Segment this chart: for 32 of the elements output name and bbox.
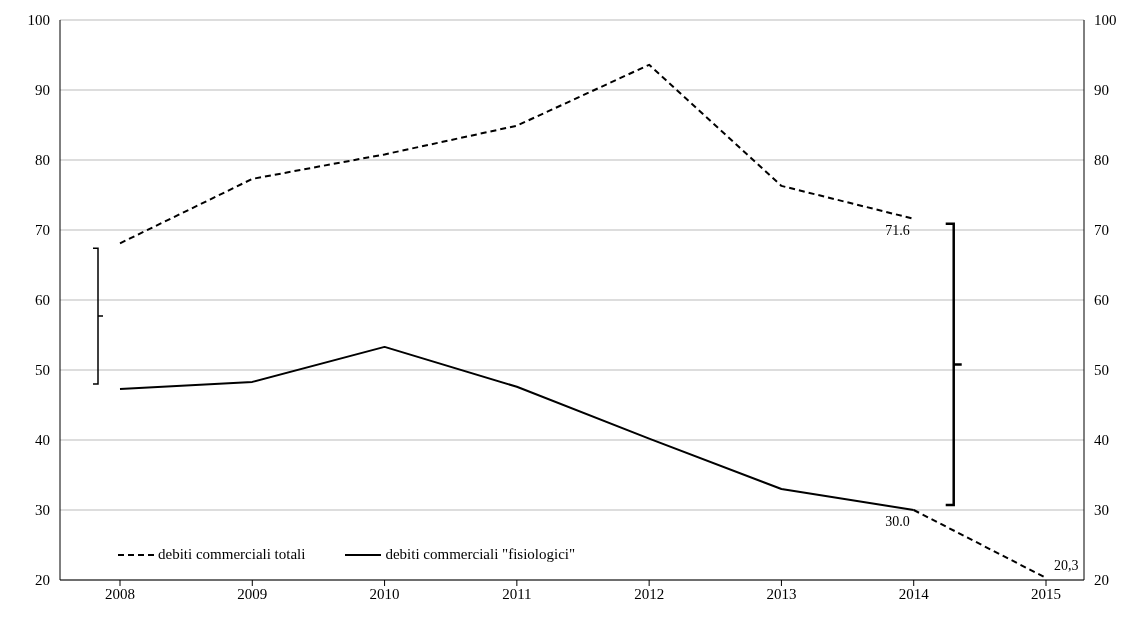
y2-tick-label: 60	[1094, 292, 1109, 309]
x-tick-label: 2012	[634, 585, 665, 602]
y-tick-label: 60	[35, 292, 50, 309]
x-tick-label: 2011	[502, 585, 532, 602]
x-tick-label: 2013	[766, 585, 797, 602]
y2-tick-label: 30	[1094, 502, 1109, 519]
x-tick-label: 2008	[105, 585, 135, 602]
x-tick-label: 2015	[1031, 585, 1061, 602]
y-tick-label: 30	[35, 502, 50, 519]
y-tick-label: 50	[35, 362, 50, 379]
y-tick-label: 20	[35, 572, 50, 589]
data-label: 30.0	[885, 514, 910, 529]
y2-tick-label: 70	[1094, 222, 1109, 239]
x-tick-label: 2009	[237, 585, 268, 602]
y-tick-label: 90	[35, 82, 50, 99]
y2-tick-label: 40	[1094, 432, 1109, 449]
legend-label: debiti commerciali totali	[158, 546, 306, 563]
x-tick-label: 2010	[369, 585, 400, 602]
x-tick-label: 2014	[898, 585, 930, 602]
y-tick-label: 80	[35, 152, 50, 169]
y-tick-label: 70	[35, 222, 50, 239]
y2-tick-label: 20	[1094, 572, 1109, 589]
data-label: 71.6	[885, 222, 910, 238]
y-tick-label: 100	[27, 12, 50, 29]
y2-tick-label: 100	[1094, 12, 1117, 29]
y2-tick-label: 50	[1094, 362, 1109, 379]
line-series	[119, 63, 915, 245]
y2-tick-label: 90	[1094, 82, 1109, 99]
legend-label: debiti commerciali "fisiologici"	[385, 546, 576, 563]
y2-tick-label: 80	[1094, 152, 1109, 169]
data-label: 20,3	[1054, 557, 1079, 573]
y-tick-label: 40	[35, 432, 50, 449]
